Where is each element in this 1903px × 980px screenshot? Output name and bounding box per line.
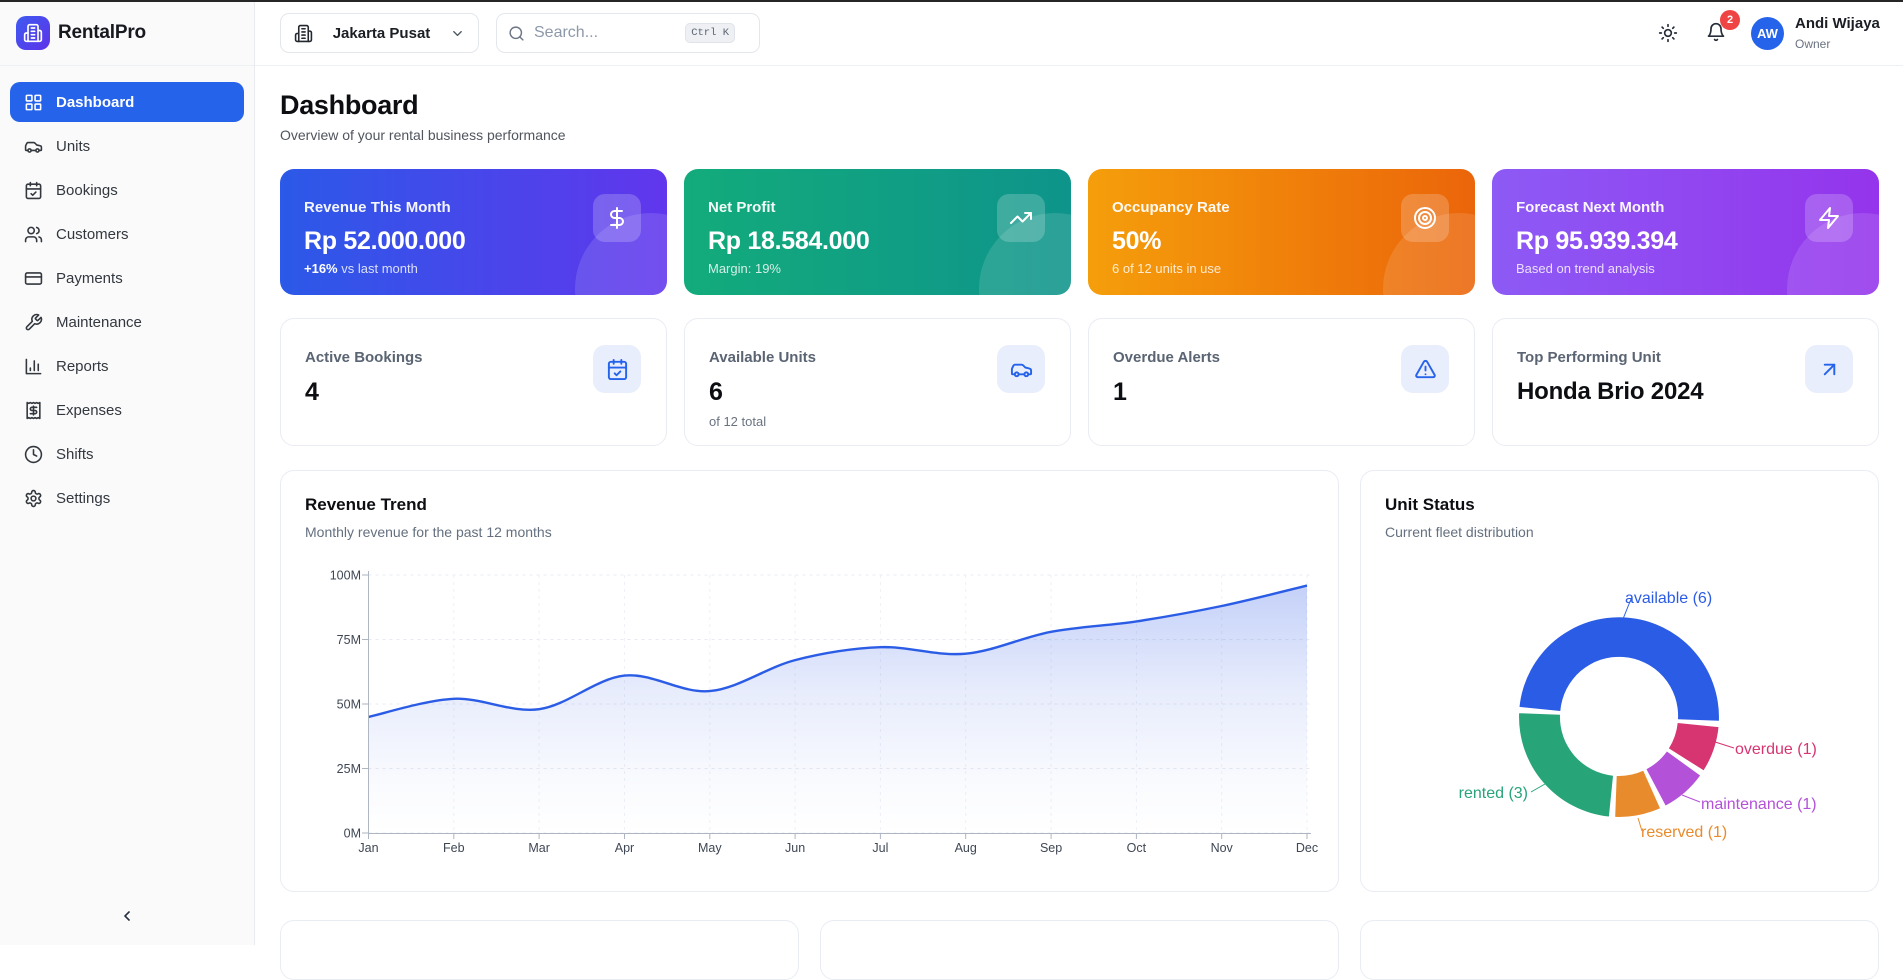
svg-text:Nov: Nov <box>1211 841 1234 855</box>
svg-text:Feb: Feb <box>443 841 465 855</box>
svg-text:available (6): available (6) <box>1625 590 1712 607</box>
svg-text:May: May <box>698 841 722 855</box>
svg-text:rented (3): rented (3) <box>1459 785 1528 802</box>
svg-text:reserved (1): reserved (1) <box>1641 824 1727 841</box>
svg-text:Oct: Oct <box>1127 841 1147 855</box>
svg-text:25M: 25M <box>337 762 361 776</box>
svg-text:overdue (1): overdue (1) <box>1735 741 1817 758</box>
svg-text:Jan: Jan <box>358 841 378 855</box>
svg-text:50M: 50M <box>337 698 361 712</box>
svg-text:100M: 100M <box>330 569 361 583</box>
svg-text:Dec: Dec <box>1296 841 1318 855</box>
svg-text:Jun: Jun <box>785 841 805 855</box>
svg-text:Aug: Aug <box>955 841 977 855</box>
svg-text:Mar: Mar <box>528 841 550 855</box>
svg-text:Sep: Sep <box>1040 841 1062 855</box>
svg-text:75M: 75M <box>337 633 361 647</box>
svg-text:maintenance (1): maintenance (1) <box>1701 796 1817 813</box>
svg-text:Apr: Apr <box>615 841 634 855</box>
svg-text:Jul: Jul <box>872 841 888 855</box>
svg-text:0M: 0M <box>344 827 361 841</box>
